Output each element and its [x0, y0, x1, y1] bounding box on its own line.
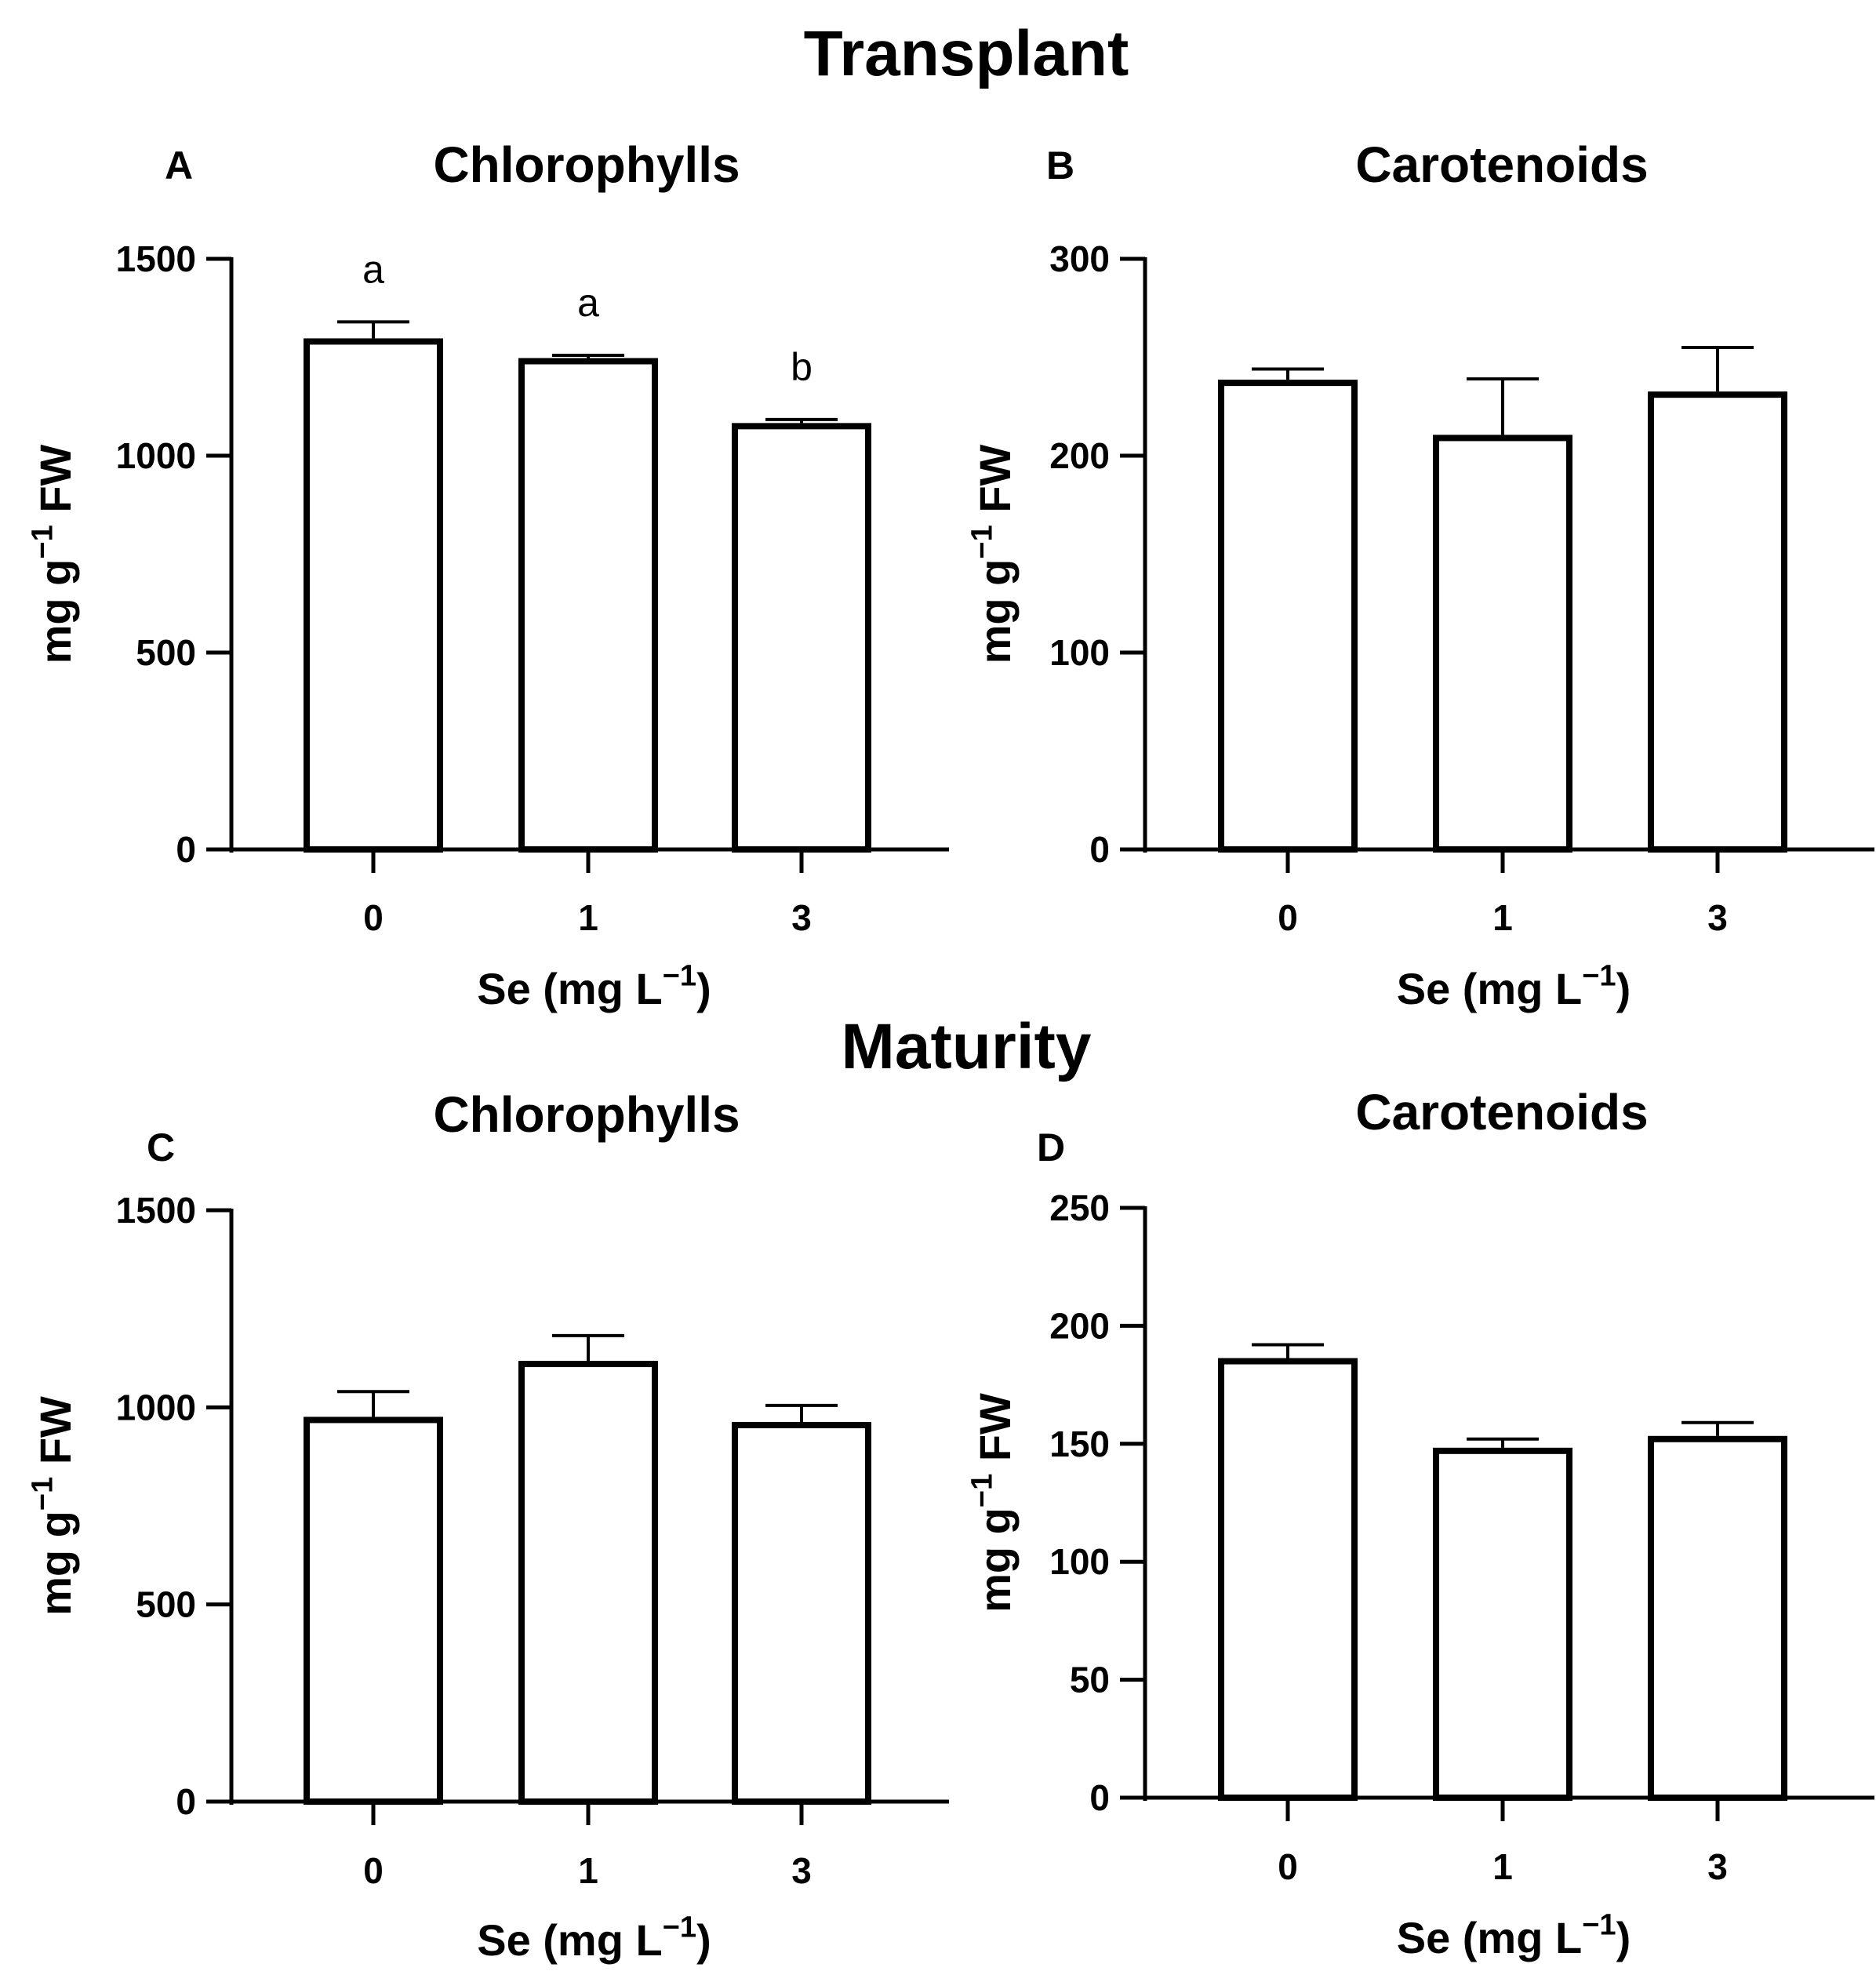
panel-d-bar-1 — [1433, 1447, 1572, 1801]
panel-a-x-tick-label: 3 — [791, 897, 812, 938]
panel-b-bar-3 — [1648, 391, 1787, 853]
panel-c-x-tick-label: 0 — [363, 1850, 384, 1891]
panel-c-title: Chlorophylls — [433, 1086, 740, 1143]
panel-d-x-axis-label: Se (mg L−1) — [1397, 1908, 1631, 1962]
panel-c-y-axis-label: mg g−1 FW — [26, 1396, 80, 1616]
panel-a-y-tick-label: 500 — [136, 632, 196, 673]
panel-d-x-tick-label: 1 — [1492, 1846, 1513, 1887]
panel-c-bar-3 — [732, 1421, 871, 1806]
panel-a-x-tick-label: 1 — [578, 897, 598, 938]
panel-b-y-tick-label: 0 — [1089, 829, 1110, 870]
panel-a-x-axis-label: Se (mg L−1) — [477, 959, 711, 1013]
panel-a-significance-label: a — [577, 281, 599, 325]
panel-a-title: Chlorophylls — [433, 136, 740, 193]
panel-b-y-tick-label: 200 — [1049, 435, 1110, 476]
panel-c-bar-0 — [304, 1416, 443, 1806]
panel-c-y-tick-label: 1000 — [116, 1387, 196, 1427]
panel-a-significance-label: b — [791, 345, 813, 389]
panel-d-title: Carotenoids — [1355, 1084, 1648, 1140]
panel-a-bar-3 — [732, 423, 871, 853]
panel-d-y-tick-label: 100 — [1049, 1541, 1110, 1582]
panel-d-y-tick-label: 0 — [1089, 1777, 1110, 1818]
panel-d-bar-0 — [1218, 1358, 1358, 1801]
section-title-transplant: Transplant — [804, 18, 1129, 89]
panel-b-y-axis-label: mg g−1 FW — [965, 444, 1020, 664]
panel-b-y-tick-label: 100 — [1049, 632, 1110, 673]
panel-d-letter: D — [1037, 1126, 1065, 1169]
panel-d-y-axis-label: mg g−1 FW — [965, 1393, 1020, 1613]
panel-c-y-tick-label: 1500 — [116, 1190, 196, 1231]
panel-a-y-tick-label: 0 — [176, 829, 196, 870]
panel-b-x-tick-label: 0 — [1278, 897, 1298, 938]
panel-c-x-tick-label: 1 — [578, 1850, 598, 1891]
panel-b-x-tick-label: 1 — [1492, 897, 1513, 938]
panel-a-y-tick-label: 1500 — [116, 238, 196, 279]
panel-d-x-tick-label: 3 — [1707, 1846, 1728, 1887]
panel-a-bar-1 — [518, 358, 658, 853]
panel-b-title: Carotenoids — [1355, 136, 1648, 193]
panel-a-y-axis-label: mg g−1 FW — [26, 444, 80, 664]
panel-d-y-tick-label: 150 — [1049, 1424, 1110, 1464]
panel-a-bar-0 — [304, 338, 443, 853]
panel-c-y-tick-label: 500 — [136, 1584, 196, 1625]
panel-d-y-tick-label: 250 — [1049, 1187, 1110, 1228]
panel-b-bar-0 — [1218, 380, 1358, 853]
panel-b-letter: B — [1046, 144, 1074, 187]
panel-c-bar-1 — [518, 1361, 658, 1806]
panel-c-x-tick-label: 3 — [791, 1850, 812, 1891]
panel-d-x-tick-label: 0 — [1278, 1846, 1298, 1887]
panel-a-letter: A — [165, 144, 193, 187]
panel-a-x-tick-label: 0 — [363, 897, 384, 938]
panel-a-y-tick-label: 1000 — [116, 435, 196, 476]
panel-d-y-tick-label: 200 — [1049, 1305, 1110, 1346]
panel-c-y-tick-label: 0 — [176, 1781, 196, 1822]
panel-d-bar-3 — [1648, 1435, 1787, 1802]
panel-c-letter: C — [147, 1126, 175, 1169]
panel-b-y-tick-label: 300 — [1049, 238, 1110, 279]
panel-d-y-tick-label: 50 — [1070, 1660, 1110, 1700]
panel-c-x-axis-label: Se (mg L−1) — [477, 1911, 711, 1965]
panel-b-bar-1 — [1433, 435, 1572, 853]
panel-a-significance-label: a — [362, 247, 384, 291]
panel-b-x-tick-label: 3 — [1707, 897, 1728, 938]
panel-b-x-axis-label: Se (mg L−1) — [1397, 959, 1631, 1013]
section-title-maturity: Maturity — [842, 1011, 1092, 1082]
